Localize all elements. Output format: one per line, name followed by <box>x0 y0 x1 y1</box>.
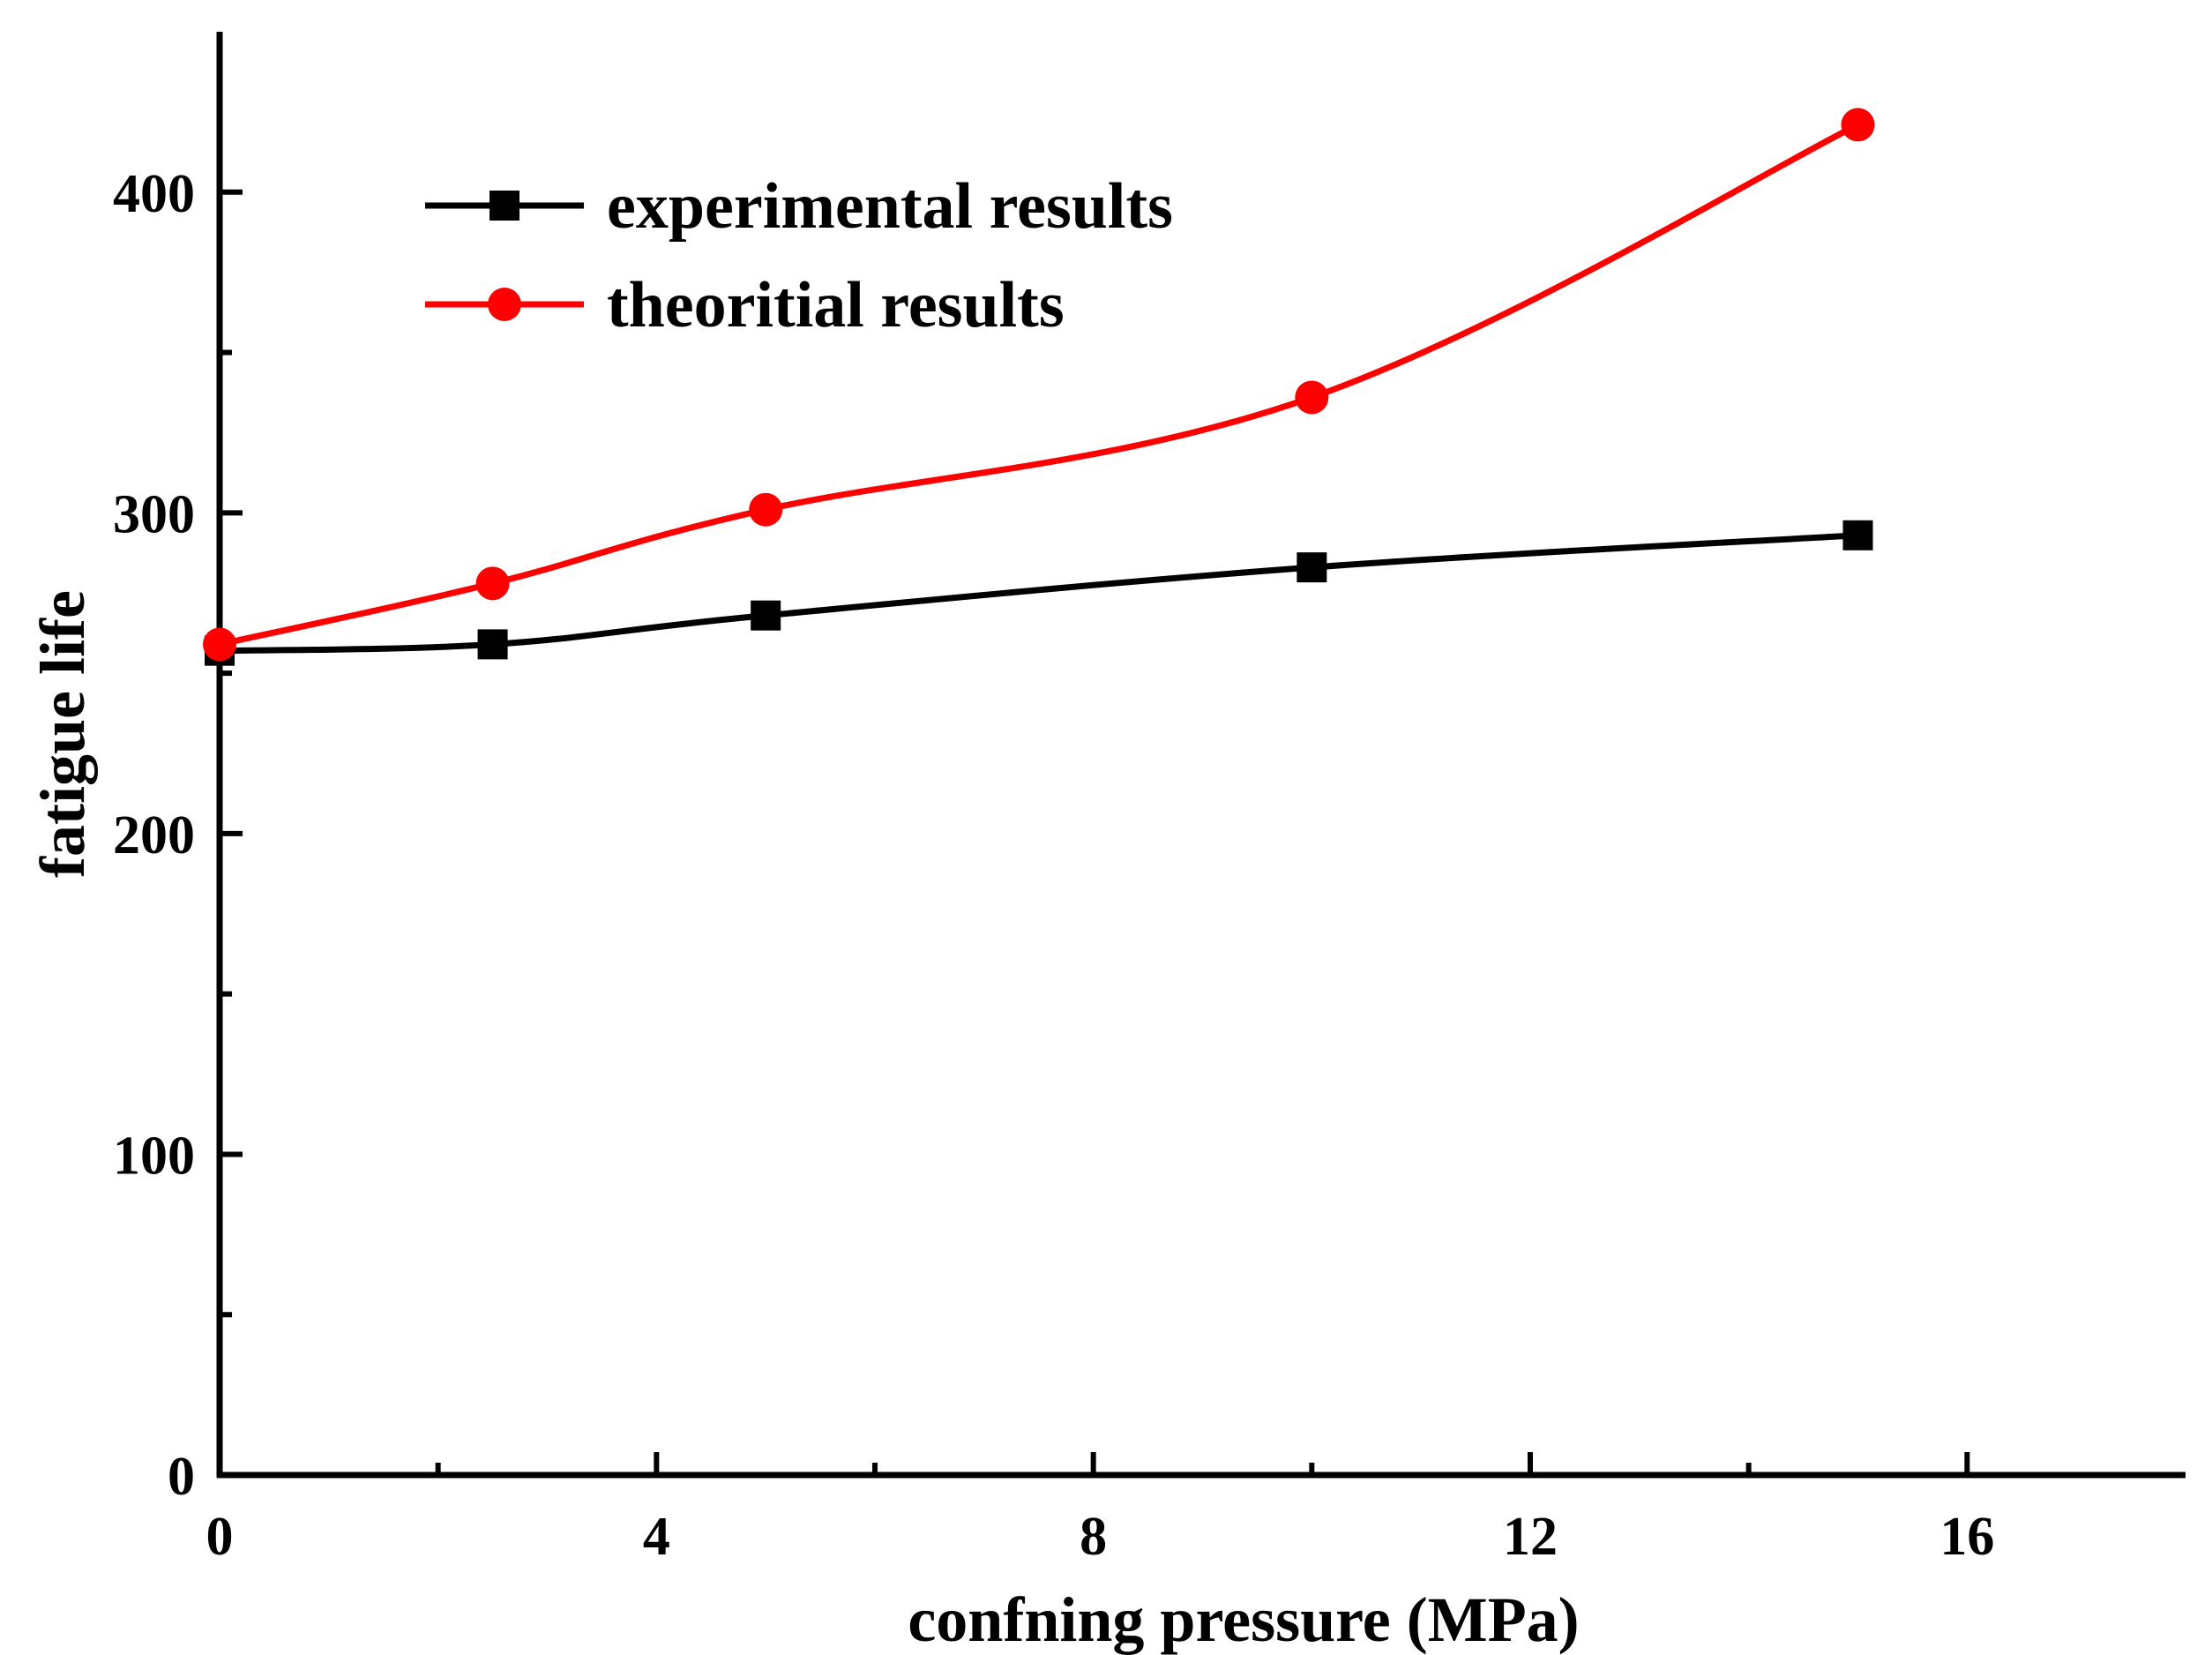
legend-item: theoritial results <box>425 269 1065 341</box>
x-tick-label: 12 <box>1503 1507 1558 1567</box>
x-axis-label: confning pressure (MPa) <box>908 1584 1579 1655</box>
x-axis-ticks: 0 4 8 12 16 <box>206 1452 1994 1567</box>
legend-marker <box>488 288 521 321</box>
data-point <box>203 627 236 662</box>
y-tick-label: 300 <box>113 484 195 544</box>
series-line <box>219 532 1858 655</box>
legend-label: theoritial results <box>607 269 1065 341</box>
legend-item: experimental results <box>425 170 1173 243</box>
legend-marker <box>489 191 519 221</box>
y-tick-label: 0 <box>168 1447 195 1507</box>
data-point <box>477 629 508 660</box>
legend-label: experimental results <box>607 170 1173 243</box>
y-tick-label: 200 <box>113 805 195 865</box>
axes <box>216 32 2186 1479</box>
data-point <box>749 492 783 527</box>
y-axis-ticks: 0 100 200 300 400 <box>113 164 243 1507</box>
x-tick-label: 0 <box>206 1507 234 1567</box>
series-layer <box>203 108 1875 666</box>
data-point <box>1841 108 1875 142</box>
series-2 <box>203 108 1875 662</box>
x-tick-label: 4 <box>643 1507 670 1567</box>
data-point <box>751 600 781 631</box>
data-point <box>475 566 510 601</box>
data-point <box>1297 552 1327 583</box>
y-axis-label: fatigue life <box>27 590 98 878</box>
legend: experimental results theoritial results <box>425 170 1173 341</box>
data-point <box>1842 520 1873 550</box>
data-point <box>1295 380 1329 415</box>
series-line <box>219 122 1860 648</box>
x-tick-label: 16 <box>1939 1507 1994 1567</box>
x-tick-label: 8 <box>1080 1507 1107 1567</box>
y-tick-label: 400 <box>113 164 195 224</box>
y-tick-label: 100 <box>113 1126 195 1186</box>
